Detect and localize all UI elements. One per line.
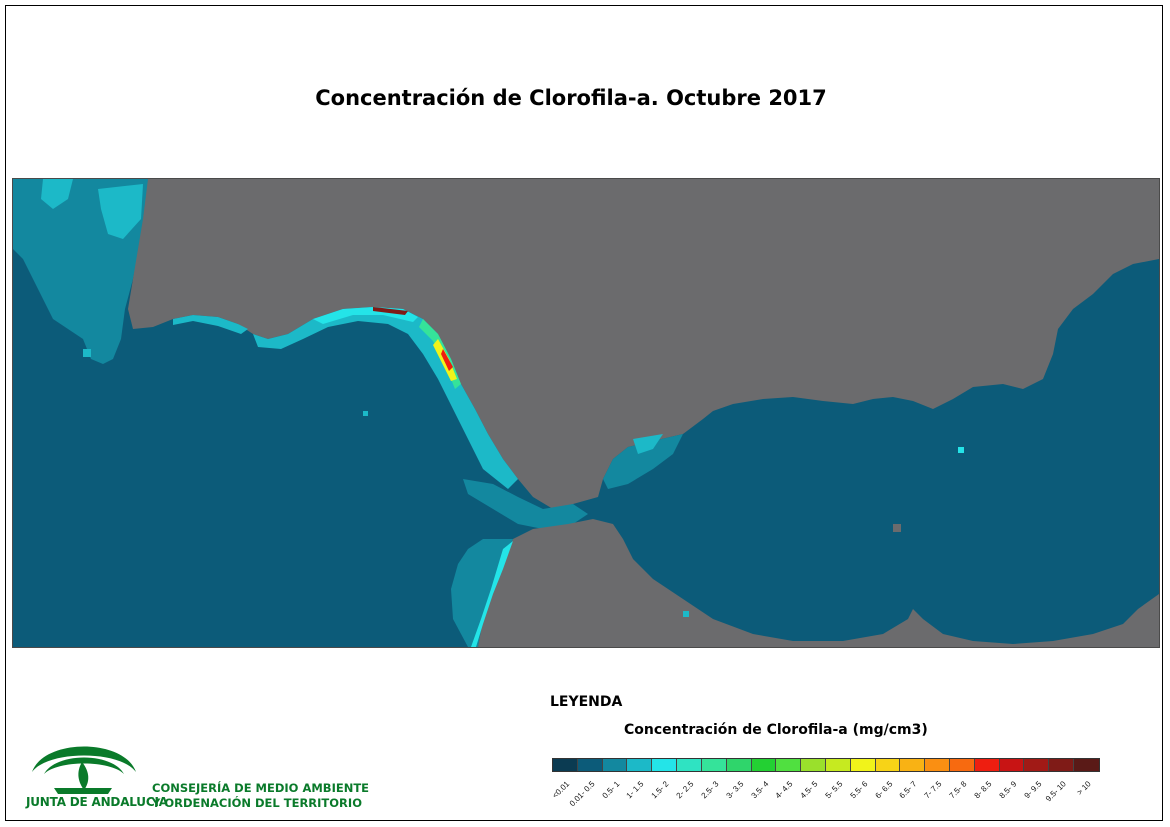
- chlorophyll-map: [12, 178, 1160, 648]
- legend-scale-labels: <0.01 0.01- 0.5 0.5- 1 1- 1.5 1.5- 2 2- 2.5 2.…: [550, 772, 1098, 812]
- strait-patch: [463, 479, 588, 529]
- coastal-strip-africa: [451, 539, 513, 647]
- legend-swatch: [974, 759, 1000, 771]
- shelf-patch: [98, 184, 143, 239]
- legend-swatch: [677, 759, 702, 771]
- legend-swatch: [850, 759, 876, 771]
- legend-swatch: [1049, 759, 1075, 771]
- legend-swatch: [577, 759, 603, 771]
- sea-dot: [683, 611, 689, 617]
- legend-swatch: [701, 759, 727, 771]
- legend-swatch: [776, 759, 802, 771]
- coastal-hotspot: [441, 349, 453, 371]
- legend-swatch: [652, 759, 678, 771]
- legend-class-label: 7.5- 8: [947, 779, 969, 801]
- legend-class-label: 2- 2.5: [674, 779, 696, 801]
- legend-subtitle: Concentración de Clorofila-a (mg/cm3): [624, 722, 928, 738]
- legend-class-label: > 10: [1075, 779, 1093, 797]
- legend-swatch: [751, 759, 777, 771]
- legend-class-label: 0.5- 1: [600, 779, 621, 801]
- legend-class-label: 3- 3.5: [724, 779, 746, 801]
- coastal-hotspot: [373, 307, 408, 315]
- legend-swatch: [726, 759, 752, 771]
- sea-dot: [363, 411, 368, 416]
- legend-color-scale: [552, 758, 1100, 772]
- legend-class-label: 4- 4.5: [773, 779, 795, 801]
- med-patch: [633, 434, 663, 454]
- legend-swatch: [602, 759, 628, 771]
- legend-class-label: 7- 7.5: [922, 779, 944, 801]
- legend-swatch: [1024, 759, 1050, 771]
- legend-swatch: [825, 759, 851, 771]
- legend-class-label: 1- 1.5: [624, 779, 646, 801]
- legend-class-label: 8.5- 9: [997, 779, 1019, 801]
- land-africa: [478, 519, 1159, 647]
- sea-dot: [958, 447, 964, 453]
- legend-swatch: [999, 759, 1025, 771]
- legend-class-label: 0.01- 0.5: [567, 779, 597, 809]
- legend-class-label: 5- 5.5: [823, 779, 845, 801]
- legend-swatch: [801, 759, 826, 771]
- legend-class-label: <0.01: [550, 779, 572, 801]
- land-iberia: [128, 179, 1159, 509]
- legend-swatch: [627, 759, 653, 771]
- legend-class-label: 6- 6.5: [873, 779, 894, 801]
- junta-andalucia-logo-icon: [32, 746, 136, 794]
- legend-class-label: 5.5- 6: [848, 779, 870, 801]
- med-patch: [603, 434, 683, 489]
- map-title: Concentración de Clorofila-a. Octubre 20…: [315, 86, 827, 110]
- department-line-1: CONSEJERÍA DE MEDIO AMBIENTE: [152, 781, 370, 795]
- land-islet: [893, 524, 901, 532]
- coastal-strip-africa: [471, 541, 513, 647]
- legend-swatch: [950, 759, 975, 771]
- legend-swatch: [925, 759, 950, 771]
- legend-heading: LEYENDA: [550, 694, 623, 710]
- legend-class-label: 9.5- 10: [1043, 779, 1068, 804]
- legend-class-label: 9- 9.5: [1022, 779, 1043, 801]
- legend-swatch: [875, 759, 901, 771]
- legend-class-label: 2.5- 3: [699, 779, 721, 801]
- legend-class-label: 6.5- 7: [897, 779, 919, 801]
- sea-dot: [83, 349, 91, 357]
- legend-class-label: 1.5- 2: [649, 779, 671, 801]
- legend-class-label: 8- 8.5: [972, 779, 994, 801]
- legend-class-label: 3.5- 4: [749, 779, 770, 801]
- coastal-strip: [173, 315, 248, 334]
- map-raster: [13, 179, 1159, 647]
- department-line-2: Y ORDENACIÓN DEL TERRITORIO: [152, 796, 362, 810]
- legend-swatch: [1074, 759, 1099, 771]
- shelf-patch: [41, 179, 73, 209]
- legend-class-label: 4.5- 5: [798, 779, 820, 801]
- logo-wordmark: JUNTA DE ANDALUCIA: [26, 795, 168, 809]
- coastal-strip: [253, 307, 518, 489]
- legend-swatch: [900, 759, 926, 771]
- legend-swatch: [553, 759, 578, 771]
